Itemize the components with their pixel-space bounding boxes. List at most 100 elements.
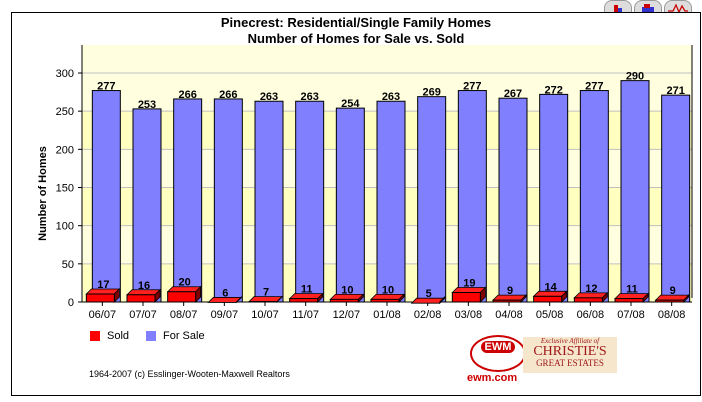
data-label-sold: 11 [626, 284, 638, 296]
x-tick-label: 07/08 [617, 309, 645, 321]
x-tick-label: 05/08 [536, 309, 564, 321]
ewm-logo[interactable]: EWM [470, 335, 526, 372]
x-tick-label: 08/08 [658, 309, 686, 321]
legend-for-sale: For Sale [146, 330, 205, 342]
data-label-for-sale: 271 [666, 85, 684, 97]
data-label-for-sale: 254 [341, 98, 360, 110]
x-tick-label: 11/07 [292, 309, 319, 321]
bar-for-sale [417, 96, 447, 303]
chart-type-tabs [604, 0, 692, 14]
data-label-sold: 7 [263, 287, 269, 299]
x-tick-label: 01/08 [373, 309, 401, 321]
bar-for-sale [254, 100, 284, 303]
bar-sold [329, 298, 359, 303]
y-tick-label: 50 [62, 259, 74, 271]
ewm-logo-text: EWM [480, 341, 516, 353]
bar-sold [492, 299, 522, 303]
line-chart-icon[interactable] [664, 0, 692, 14]
bar-for-sale [498, 97, 528, 303]
data-label-for-sale: 277 [463, 81, 481, 93]
bar-for-sale [213, 98, 243, 303]
data-label-for-sale: 263 [382, 91, 400, 103]
data-label-sold: 9 [670, 285, 676, 297]
bar-sold [573, 297, 603, 303]
x-tick-label: 07/07 [129, 309, 157, 321]
bar-sold [126, 294, 156, 303]
legend-swatch-sold [90, 331, 100, 341]
data-label-sold: 14 [545, 281, 558, 293]
data-label-sold: 10 [382, 284, 394, 296]
data-label-sold: 9 [507, 285, 513, 297]
bar-sold [370, 298, 400, 303]
data-label-for-sale: 272 [544, 84, 562, 96]
x-tick-label: 09/07 [211, 309, 239, 321]
data-label-for-sale: 266 [219, 89, 237, 101]
bar-sold [289, 298, 319, 303]
y-tick-label: 300 [56, 68, 74, 80]
chart-subtitle: Number of Homes for Sale vs. Sold [247, 31, 465, 46]
bar-for-sale [620, 80, 650, 303]
bar-for-sale [173, 98, 203, 303]
data-label-for-sale: 263 [260, 91, 278, 103]
data-label-for-sale: 266 [178, 89, 196, 101]
legend-label-sold: Sold [107, 330, 130, 342]
x-tick-label: 06/08 [577, 309, 605, 321]
data-label-for-sale: 253 [138, 99, 156, 111]
data-label-for-sale: 277 [97, 81, 115, 93]
copyright: 1964-2007 (c) Esslinger-Wooten-Maxwell R… [89, 369, 290, 379]
legend-label-for-sale: For Sale [163, 330, 205, 342]
data-label-sold: 16 [138, 280, 150, 292]
stacked-bar-icon[interactable] [634, 0, 662, 14]
bar-sold [451, 291, 481, 303]
bar-for-sale [376, 100, 406, 303]
data-label-for-sale: 277 [585, 81, 603, 93]
bar-sold-side [439, 296, 446, 305]
affiliate-line1: Exclusive Affiliate of [540, 337, 600, 345]
legend-sold: Sold [90, 330, 129, 342]
y-tick-label: 100 [56, 221, 74, 233]
bar-for-sale [579, 90, 609, 303]
bar-for-sale [661, 94, 691, 303]
bar-sold-side [235, 296, 242, 304]
christies-logo: Exclusive Affiliate of CHRISTIE'S GREAT … [523, 337, 617, 373]
affiliate-line2: CHRISTIE'S [533, 344, 607, 359]
affiliate-line3: GREAT ESTATES [536, 358, 604, 368]
bar-sold [655, 299, 685, 303]
bar-for-sale [457, 90, 487, 303]
bar-sold [167, 291, 197, 303]
x-tick-label: 08/07 [170, 309, 198, 321]
x-tick-label: 12/07 [333, 309, 361, 321]
x-tick-label: 04/08 [495, 309, 523, 321]
bar-for-sale [91, 90, 121, 303]
data-label-sold: 5 [426, 288, 432, 300]
data-label-for-sale: 263 [300, 91, 318, 103]
bar-for-sale [132, 108, 162, 303]
x-tick-label: 10/07 [251, 309, 279, 321]
y-tick-label: 250 [56, 106, 74, 118]
ewm-link[interactable]: ewm.com [467, 372, 518, 384]
y-tick-label: 0 [68, 297, 74, 309]
data-label-sold: 12 [585, 283, 597, 295]
bar-for-sale [335, 107, 365, 303]
data-label-sold: 11 [301, 284, 313, 296]
bar-sold [614, 298, 644, 303]
x-tick-label: 06/07 [89, 309, 117, 321]
bar-for-sale [539, 93, 569, 303]
bar-sold [85, 293, 115, 303]
chart-title: Pinecrest: Residential/Single Family Hom… [220, 15, 492, 30]
data-label-sold: 10 [341, 284, 353, 296]
data-label-sold: 20 [179, 277, 191, 289]
x-tick-label: 03/08 [455, 309, 483, 321]
y-tick-label: 200 [56, 144, 74, 156]
data-label-sold: 17 [97, 279, 109, 291]
legend-swatch-for-sale [146, 331, 156, 341]
data-label-sold: 6 [222, 287, 228, 299]
data-label-sold: 19 [463, 277, 475, 289]
data-label-for-sale: 290 [626, 71, 644, 83]
x-tick-label: 02/08 [414, 309, 442, 321]
data-label-for-sale: 269 [422, 87, 440, 99]
bar-chart-icon[interactable] [604, 0, 632, 14]
bar-for-sale [295, 100, 325, 303]
y-axis-label: Number of Homes [37, 146, 49, 241]
